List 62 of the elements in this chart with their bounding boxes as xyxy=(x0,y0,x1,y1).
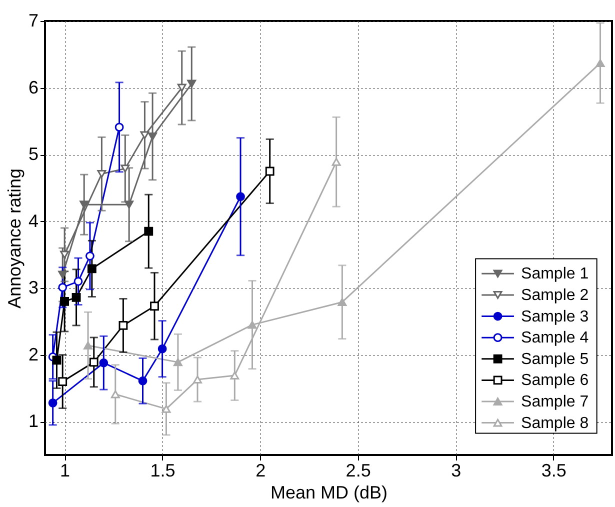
point xyxy=(110,390,120,398)
point xyxy=(86,252,94,260)
y-tick-label: 4 xyxy=(28,210,38,231)
point xyxy=(99,358,108,368)
legend-label: Sample 6 xyxy=(521,372,589,390)
x-tick-label: 1 xyxy=(60,460,70,480)
point xyxy=(236,192,245,202)
point xyxy=(114,122,124,132)
point xyxy=(58,270,68,279)
point xyxy=(332,158,341,166)
point xyxy=(124,200,134,209)
point xyxy=(158,344,167,354)
point xyxy=(74,276,83,286)
point xyxy=(148,132,157,140)
point xyxy=(173,358,182,366)
x-tick-label: 2 xyxy=(256,460,266,480)
legend-label: Sample 4 xyxy=(521,330,589,347)
legend-label: Sample 5 xyxy=(521,350,589,368)
y-tick-label: 5 xyxy=(28,144,38,164)
legend-label: Sample 2 xyxy=(521,286,589,304)
point xyxy=(97,170,106,178)
legend-label: Sample 8 xyxy=(521,414,589,432)
point xyxy=(58,282,68,292)
y-tick-label: 6 xyxy=(28,77,38,98)
point xyxy=(187,80,196,88)
x-tick-label: 2.5 xyxy=(346,460,371,480)
point xyxy=(60,250,70,259)
x-tick-label: 3 xyxy=(451,460,462,480)
point xyxy=(52,356,62,365)
point xyxy=(58,377,68,386)
point xyxy=(80,200,89,209)
point xyxy=(248,320,257,329)
y-tick-label: 2 xyxy=(28,344,38,364)
x-tick-label: 1.5 xyxy=(150,460,176,480)
point xyxy=(48,398,58,408)
point xyxy=(338,298,347,306)
point xyxy=(177,84,186,92)
point xyxy=(162,404,171,413)
point xyxy=(140,131,150,140)
point xyxy=(60,296,70,306)
point xyxy=(144,226,154,236)
point xyxy=(120,164,130,173)
point xyxy=(193,376,202,384)
point xyxy=(596,59,605,68)
point xyxy=(89,358,98,367)
y-tick-label: 7 xyxy=(28,10,38,30)
legend-label: Sample 1 xyxy=(521,266,589,283)
point xyxy=(84,342,92,350)
y-axis-title: Annoyance rating xyxy=(4,168,24,309)
x-tick-label: 3.5 xyxy=(541,460,566,480)
point xyxy=(265,166,274,176)
point xyxy=(72,292,81,302)
y-tick-label: 1 xyxy=(28,411,38,432)
point xyxy=(138,376,148,386)
legend-label: Sample 7 xyxy=(521,393,589,410)
point xyxy=(230,372,240,380)
legend-label: Sample 3 xyxy=(521,308,589,326)
point xyxy=(118,321,128,330)
y-tick-label: 3 xyxy=(28,278,38,298)
point xyxy=(87,264,96,274)
point xyxy=(150,302,159,311)
x-axis-title: Mean MD (dB) xyxy=(270,482,388,502)
